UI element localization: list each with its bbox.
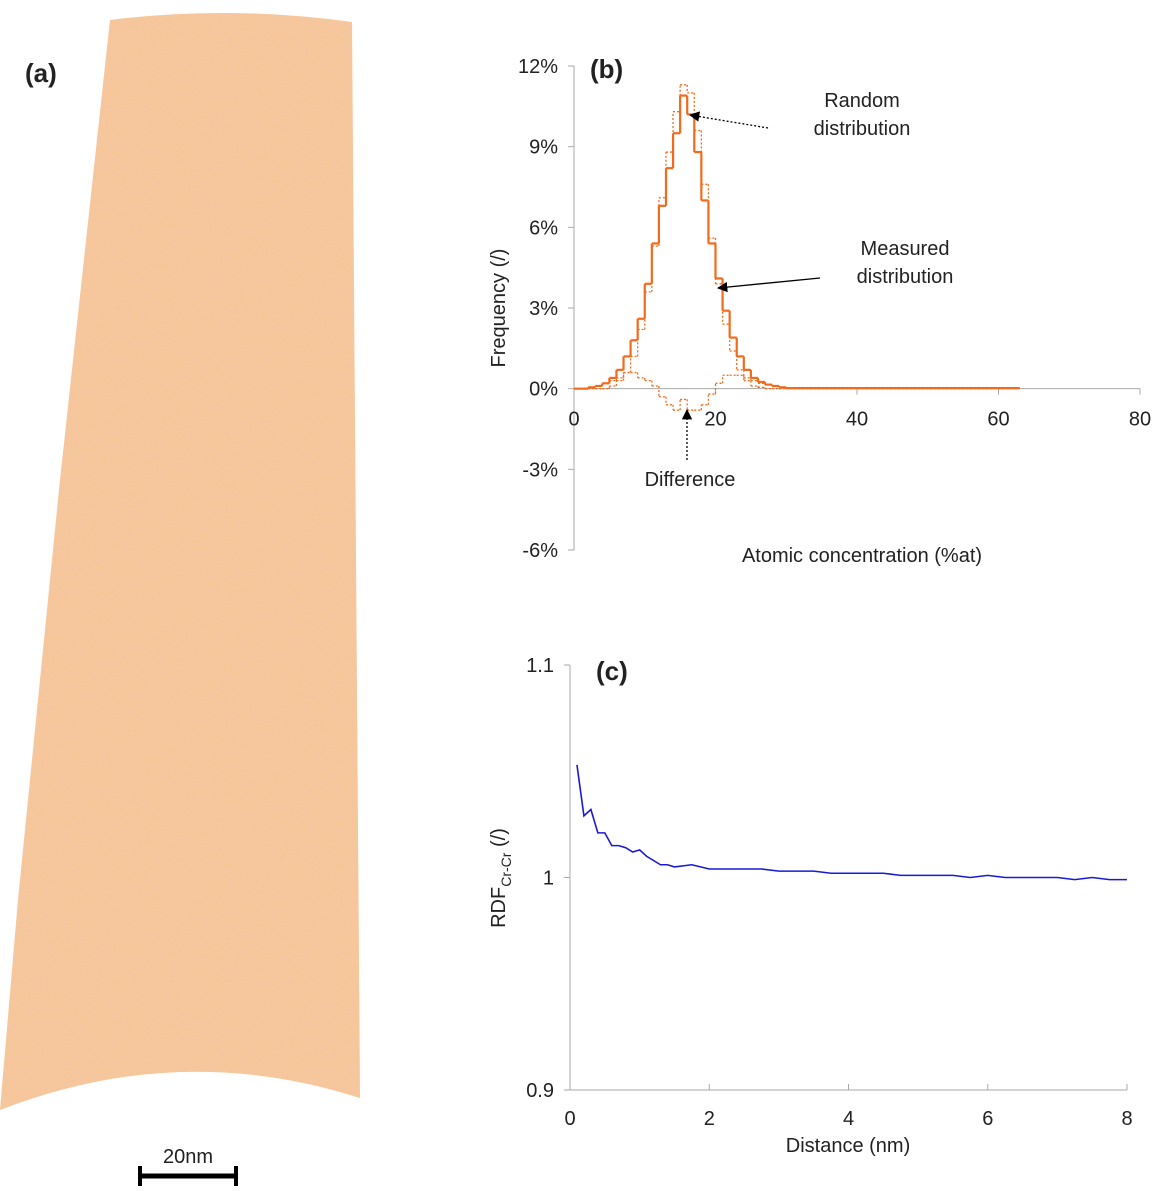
y-axis-label-sub: Cr-Cr [498,852,514,887]
y-tick-label: 9% [529,137,558,159]
data-line [576,764,1127,881]
x-tick-label: 8 [1121,1108,1132,1130]
y-axis-label: RDFCr-Cr (/) [488,828,514,928]
y-axis-label-suffix: (/) [488,828,510,852]
y-tick-label: 3% [529,298,558,320]
y-tick-label: -6% [522,540,558,562]
annotation: distribution [814,118,911,140]
x-tick-label: 6 [982,1108,993,1130]
x-axis-label: Distance (nm) [786,1135,910,1157]
y-tick-label: 0.9 [526,1080,554,1102]
x-tick-label: 20 [704,409,726,431]
panel-label: (c) [596,656,628,686]
y-tick-label: 1 [543,868,554,890]
x-tick-label: 40 [846,409,868,431]
y-tick-label: 12% [518,56,558,78]
scale-bar-label: 20nm [163,1146,213,1168]
y-tick-label: 1.1 [526,655,554,677]
annotation: Measured [861,238,950,260]
panel-label: (a) [25,58,57,88]
x-tick-label: 4 [843,1108,854,1130]
x-tick-label: 80 [1129,409,1151,431]
y-axis-label: Frequency (/) [488,249,510,368]
annotation: Difference [645,469,736,491]
x-tick-label: 2 [704,1108,715,1130]
annotation: Random [824,90,900,112]
y-tick-label: -3% [522,459,558,481]
annotation: distribution [857,266,954,288]
x-tick-label: 0 [564,1108,575,1130]
y-tick-label: 0% [529,379,558,401]
panel-label: (b) [590,54,623,84]
x-tick-label: 0 [568,409,579,431]
annotation-arrow [688,111,769,129]
x-axis-label: Atomic concentration (%at) [742,545,982,567]
annotation-arrow [716,277,821,293]
y-tick-label: 6% [529,217,558,239]
specimen-image [0,12,360,1110]
x-tick-label: 60 [987,409,1009,431]
y-axis-label-main: RDF [488,887,510,928]
